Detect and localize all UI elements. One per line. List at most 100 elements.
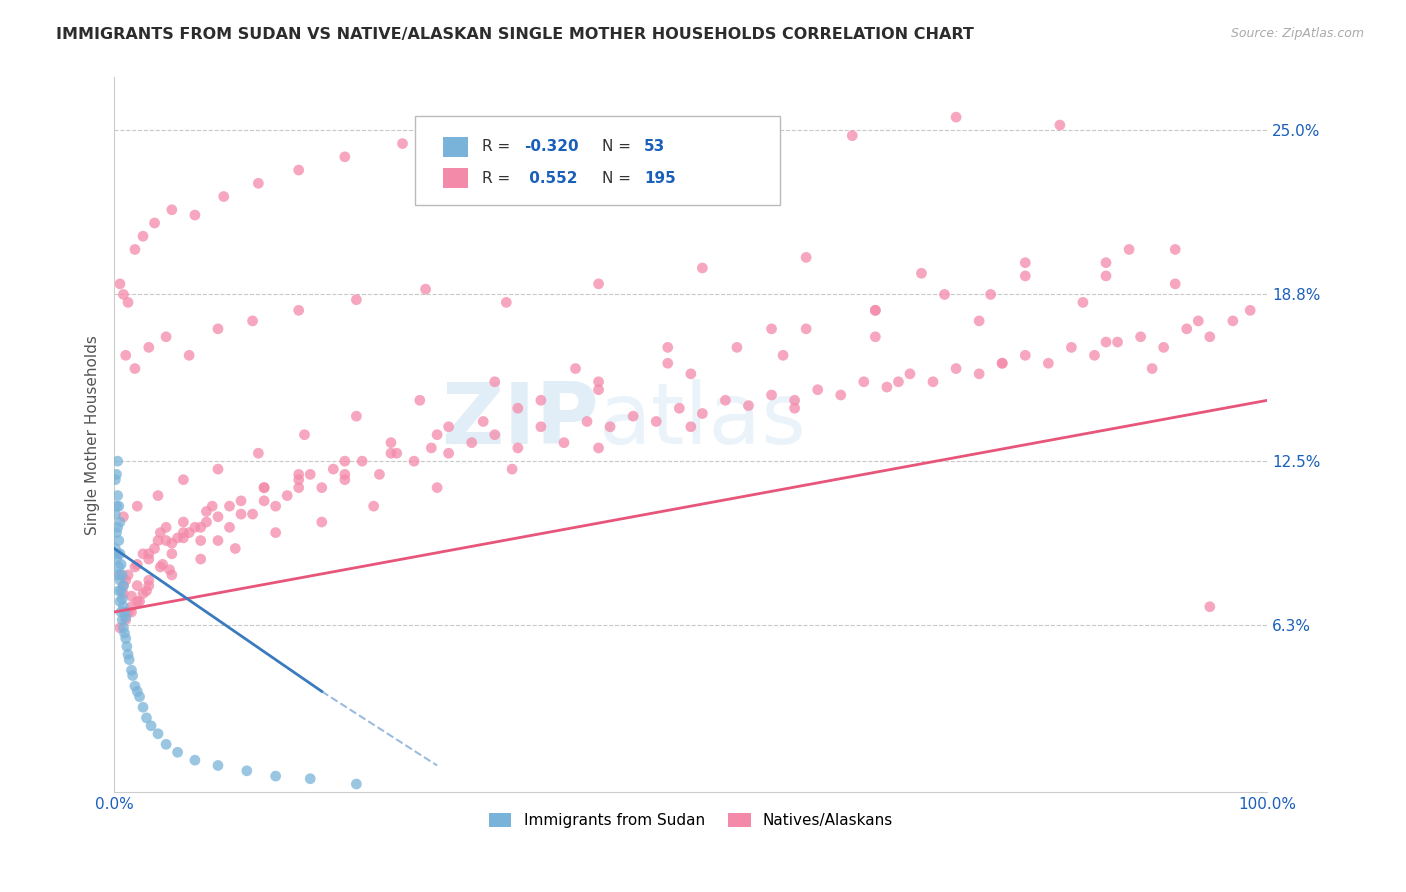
Text: atlas: atlas (599, 379, 807, 462)
Point (772, 348, 794, 362)
Point (166, 745, 188, 759)
Point (276, 489, 298, 503)
Point (967, 367, 990, 381)
Point (657, 356, 679, 370)
Point (530, 419, 553, 434)
Point (242, 314, 264, 328)
Point (922, 375, 945, 389)
Point (107, 499, 129, 513)
Point (714, 393, 737, 408)
Point (1107, 334, 1129, 349)
Point (287, 473, 309, 487)
Point (1095, 334, 1118, 349)
Point (865, 303, 887, 318)
Point (761, 322, 783, 336)
Point (264, 499, 287, 513)
Point (599, 419, 621, 434)
Point (104, 473, 127, 487)
Point (110, 558, 132, 572)
Point (876, 380, 898, 394)
Point (132, 547, 155, 561)
Point (679, 419, 702, 434)
Point (1095, 255, 1118, 269)
Point (229, 494, 252, 508)
Point (114, 632, 136, 646)
Point (692, 260, 714, 275)
Text: 0.552: 0.552 (524, 170, 578, 186)
Point (344, 293, 367, 307)
Point (111, 613, 134, 627)
Point (352, 454, 374, 468)
Point (247, 176, 270, 190)
Point (138, 574, 160, 588)
Point (621, 409, 644, 424)
Legend: Immigrants from Sudan, Natives/Alaskans: Immigrants from Sudan, Natives/Alaskans (482, 807, 900, 834)
Point (117, 605, 139, 619)
Point (1239, 303, 1261, 318)
Point (146, 489, 169, 503)
Point (128, 690, 150, 704)
Point (1187, 314, 1209, 328)
Point (934, 287, 956, 301)
Point (155, 330, 177, 344)
Point (124, 679, 146, 693)
Point (172, 525, 194, 540)
Point (152, 558, 174, 572)
Point (368, 467, 391, 482)
Point (322, 462, 344, 476)
Point (121, 668, 143, 682)
Point (402, 454, 425, 468)
Point (117, 648, 139, 662)
Point (111, 591, 134, 606)
Point (138, 547, 160, 561)
Point (107, 489, 129, 503)
Point (391, 136, 413, 151)
Point (692, 407, 714, 421)
Point (190, 520, 212, 534)
Point (117, 295, 139, 310)
Point (172, 473, 194, 487)
Point (668, 401, 690, 416)
Point (294, 427, 316, 442)
Point (1071, 295, 1094, 310)
Point (426, 427, 449, 442)
Point (108, 621, 131, 635)
Point (108, 574, 131, 588)
Point (807, 383, 830, 397)
Point (437, 446, 460, 460)
Point (472, 414, 495, 428)
Point (114, 610, 136, 624)
Point (1049, 118, 1071, 132)
Point (253, 494, 276, 508)
Point (841, 128, 863, 143)
Point (679, 367, 702, 381)
Point (218, 499, 240, 513)
Point (138, 578, 160, 592)
Point (112, 599, 135, 614)
Point (160, 547, 183, 561)
Point (207, 322, 229, 336)
Point (110, 605, 132, 619)
Point (160, 568, 183, 582)
Point (506, 441, 529, 455)
Point (224, 541, 246, 556)
Point (124, 560, 146, 574)
Point (135, 711, 157, 725)
Point (761, 388, 783, 402)
Point (114, 605, 136, 619)
Point (118, 653, 141, 667)
Point (160, 536, 183, 550)
Point (172, 515, 194, 529)
Point (107, 568, 129, 582)
Point (253, 481, 276, 495)
Text: IMMIGRANTS FROM SUDAN VS NATIVE/ALASKAN SINGLE MOTHER HOUSEHOLDS CORRELATION CHA: IMMIGRANTS FROM SUDAN VS NATIVE/ALASKAN … (56, 27, 974, 42)
Point (287, 303, 309, 318)
Point (218, 520, 240, 534)
Point (112, 578, 135, 592)
Point (1140, 361, 1163, 376)
Point (105, 499, 128, 513)
Point (138, 340, 160, 354)
Point (460, 435, 482, 450)
Point (114, 613, 136, 627)
Point (108, 594, 131, 608)
